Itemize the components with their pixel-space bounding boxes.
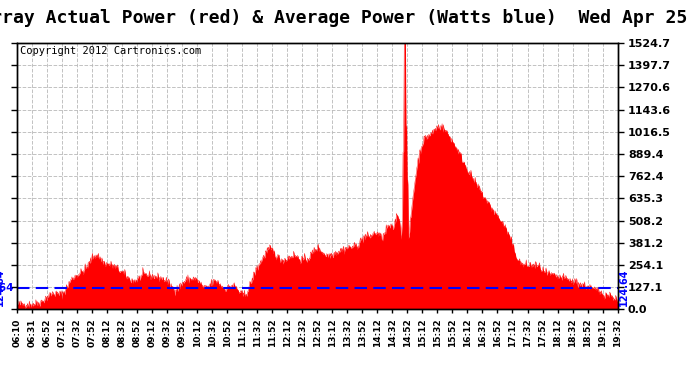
Text: East Array Actual Power (red) & Average Power (Watts blue)  Wed Apr 25  19:41: East Array Actual Power (red) & Average … [0,9,690,27]
Text: Copyright 2012 Cartronics.com: Copyright 2012 Cartronics.com [20,46,201,56]
Text: 124.64: 124.64 [0,269,6,306]
Text: 124.64: 124.64 [619,269,629,306]
Text: 124.64: 124.64 [0,283,14,292]
